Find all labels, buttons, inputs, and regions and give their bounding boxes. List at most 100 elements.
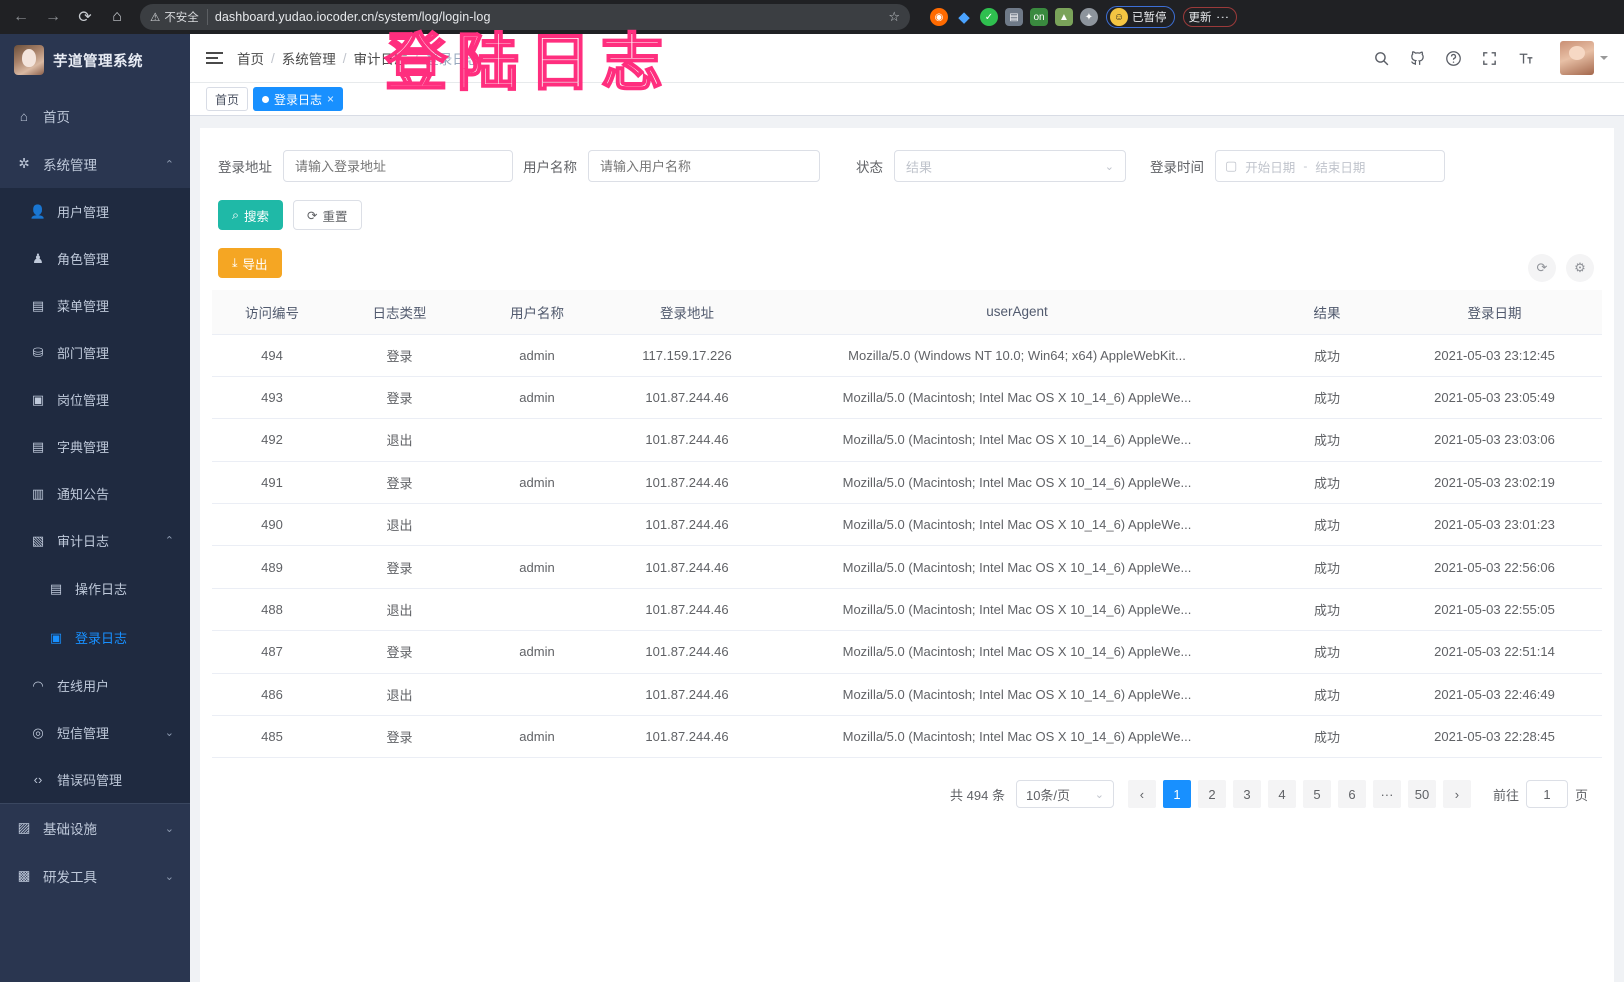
reset-button[interactable]: ⟳ 重置 xyxy=(293,200,362,230)
back-arrow-icon[interactable]: ← xyxy=(13,8,29,25)
sidebar-item-dev-tools[interactable]: ▩ 研发工具 ⌄ xyxy=(0,852,190,900)
cell-log-type: 登录 xyxy=(332,334,467,377)
update-button[interactable]: 更新 ⋮ xyxy=(1182,7,1237,27)
sidebar-item-dict[interactable]: ▤ 字典管理 xyxy=(0,423,190,470)
extension-on-icon[interactable]: on xyxy=(1030,8,1048,26)
page-button-50[interactable]: 50 xyxy=(1407,780,1436,809)
sidebar-item-online-users[interactable]: ◠ 在线用户 xyxy=(0,662,190,709)
extension-diamond-icon[interactable]: ◆ xyxy=(958,9,970,26)
post-icon: ▣ xyxy=(31,391,45,407)
emoji-face-icon: ☺ xyxy=(1110,8,1128,26)
refresh-circle-icon[interactable]: ⟳ xyxy=(1528,254,1556,282)
username-input[interactable] xyxy=(588,150,820,182)
col-useragent: userAgent xyxy=(767,290,1267,335)
sidebar-item-users[interactable]: 👤 用户管理 xyxy=(0,188,190,235)
sidebar-item-operation-log[interactable]: ▤ 操作日志 xyxy=(0,564,190,613)
extension-puzzle-icon[interactable]: ✦ xyxy=(1080,8,1098,26)
export-button[interactable]: ⤓ 导出 xyxy=(218,248,282,278)
jump-input[interactable] xyxy=(1525,780,1568,809)
page-size-select[interactable]: 10条/页 ⌄ xyxy=(1015,780,1114,809)
table-row[interactable]: 485 登录 admin 101.87.244.46 Mozilla/5.0 (Maci… xyxy=(212,715,1602,759)
hamburger-icon[interactable] xyxy=(206,52,223,64)
page-button-4[interactable]: 4 xyxy=(1267,780,1296,809)
search-button[interactable]: ⌕ 搜索 xyxy=(218,200,284,230)
tab-login-log[interactable]: 登录日志 × xyxy=(253,87,344,111)
github-icon[interactable] xyxy=(1409,50,1426,67)
forward-arrow-icon[interactable]: → xyxy=(45,8,61,25)
online-user-icon: ◠ xyxy=(32,677,44,693)
login-time-range-picker[interactable]: ▢ 开始日期 - 结束日期 xyxy=(1215,150,1445,182)
status-select[interactable]: 结果 ⌄ xyxy=(894,150,1126,182)
col-username: 用户名称 xyxy=(467,290,607,335)
main-area: 首页 / 系统管理 / 审计日志 / 登录日志 xyxy=(190,34,1624,982)
sidebar-item-home[interactable]: ⌂ 首页 xyxy=(0,92,190,140)
cell-login-addr: 101.87.244.46 xyxy=(607,630,767,674)
sidebar-item-departments[interactable]: ⛁ 部门管理 xyxy=(0,329,190,376)
chevron-down-icon: ⌄ xyxy=(164,822,174,835)
table-row[interactable]: 491 登录 admin 101.87.244.46 Mozilla/5.0 (Maci… xyxy=(212,461,1602,505)
table-row[interactable]: 488 退出 101.87.244.46 Mozilla/5.0 (Macintosh… xyxy=(212,588,1602,632)
help-icon[interactable] xyxy=(1445,50,1462,67)
table-row[interactable]: 486 退出 101.87.244.46 Mozilla/5.0 (Macintosh… xyxy=(212,673,1602,717)
table-row[interactable]: 494 登录 admin 117.159.17.226 Mozilla/5.0 (Win… xyxy=(212,334,1602,377)
page-button-2[interactable]: 2 xyxy=(1197,780,1226,809)
page-button-3[interactable]: 3 xyxy=(1232,780,1261,809)
sidebar-item-roles[interactable]: ♟ 角色管理 xyxy=(0,235,190,282)
table-row[interactable]: 492 退出 101.87.244.46 Mozilla/5.0 (Macintosh… xyxy=(212,418,1602,462)
filter-label: 登录地址 xyxy=(218,160,272,175)
sidebar-item-label: 用户管理 xyxy=(57,205,110,220)
next-page-button[interactable]: › xyxy=(1442,780,1471,809)
font-size-icon[interactable] xyxy=(1517,50,1535,67)
breadcrumb-item-home[interactable]: 首页 xyxy=(237,52,264,67)
extension-green-icon[interactable]: ✓ xyxy=(980,8,998,26)
sidebar-item-audit-log[interactable]: ▧ 审计日志 ⌃ xyxy=(0,517,190,564)
close-icon[interactable]: × xyxy=(327,92,335,106)
sidebar-item-menus[interactable]: ▤ 菜单管理 xyxy=(0,282,190,329)
page-ellipsis[interactable]: ··· xyxy=(1372,780,1401,809)
page-button-5[interactable]: 5 xyxy=(1302,780,1331,809)
sidebar-item-error-code[interactable]: ‹› 错误码管理 xyxy=(0,756,190,803)
security-warning[interactable]: ⚠ 不安全 xyxy=(150,9,208,25)
avatar-menu[interactable] xyxy=(1554,41,1608,75)
prev-page-button[interactable]: ‹ xyxy=(1127,780,1156,809)
sidebar-item-sms[interactable]: ◎ 短信管理 ⌄ xyxy=(0,709,190,756)
brand[interactable]: 芋道管理系统 xyxy=(0,34,190,86)
columns-circle-icon[interactable]: ⚙ xyxy=(1566,254,1594,282)
bookmark-star-icon[interactable]: ☆ xyxy=(888,9,900,24)
content-card: 登录地址 用户名称 状态 结果 ⌄ xyxy=(200,128,1614,982)
search-icon[interactable] xyxy=(1373,50,1390,67)
address-bar[interactable]: ⚠ 不安全 dashboard.yudao.iocoder.cn/system/… xyxy=(140,4,910,30)
reload-icon[interactable]: ⟳ xyxy=(78,9,92,26)
table-row[interactable]: 490 退出 101.87.244.46 Mozilla/5.0 (Macintosh… xyxy=(212,503,1602,547)
breadcrumb-item-audit[interactable]: 审计日志 xyxy=(353,52,408,67)
extension-orange-icon[interactable]: ◉ xyxy=(930,8,948,26)
shield-icon: ◎ xyxy=(32,724,44,740)
login-addr-input[interactable] xyxy=(283,150,513,182)
update-label: 更新 xyxy=(1188,12,1212,24)
breadcrumb-item-system[interactable]: 系统管理 xyxy=(281,52,336,67)
table-row[interactable]: 487 登录 admin 101.87.244.46 Mozilla/5.0 (Maci… xyxy=(212,630,1602,674)
sidebar-item-login-log[interactable]: ▣ 登录日志 xyxy=(0,613,190,662)
sidebar-item-notice[interactable]: ▥ 通知公告 xyxy=(0,470,190,517)
fullscreen-icon[interactable] xyxy=(1481,50,1498,67)
sidebar-item-infrastructure[interactable]: ▨ 基础设施 ⌄ xyxy=(0,804,190,852)
table-row[interactable]: 489 登录 admin 101.87.244.46 Mozilla/5.0 (Maci… xyxy=(212,545,1602,589)
paused-status-badge[interactable]: ☺ 已暂停 xyxy=(1106,6,1175,28)
tab-label: 首页 xyxy=(215,92,240,107)
tab-home[interactable]: 首页 xyxy=(206,87,249,111)
table-row[interactable]: 493 登录 admin 101.87.244.46 Mozilla/5.0 (Maci… xyxy=(212,376,1602,420)
sidebar-item-label: 通知公告 xyxy=(57,487,110,502)
page-jump: 前往 页 xyxy=(1493,780,1588,809)
home-icon[interactable]: ⌂ xyxy=(112,8,122,25)
cell-access-id: 487 xyxy=(212,630,332,674)
kebab-menu-icon[interactable]: ⋮ xyxy=(1215,11,1231,23)
page-button-6[interactable]: 6 xyxy=(1337,780,1366,809)
page-button-1[interactable]: 1 xyxy=(1162,780,1191,809)
extension-leaf-icon[interactable]: ▲ xyxy=(1055,8,1073,26)
paused-label: 已暂停 xyxy=(1132,12,1167,24)
sidebar-item-label: 岗位管理 xyxy=(57,393,110,408)
sidebar-item-posts[interactable]: ▣ 岗位管理 xyxy=(0,376,190,423)
sidebar-item-system[interactable]: ✲ 系统管理 ⌃ xyxy=(0,140,190,188)
extension-grid-icon[interactable]: ▤ xyxy=(1005,8,1023,26)
